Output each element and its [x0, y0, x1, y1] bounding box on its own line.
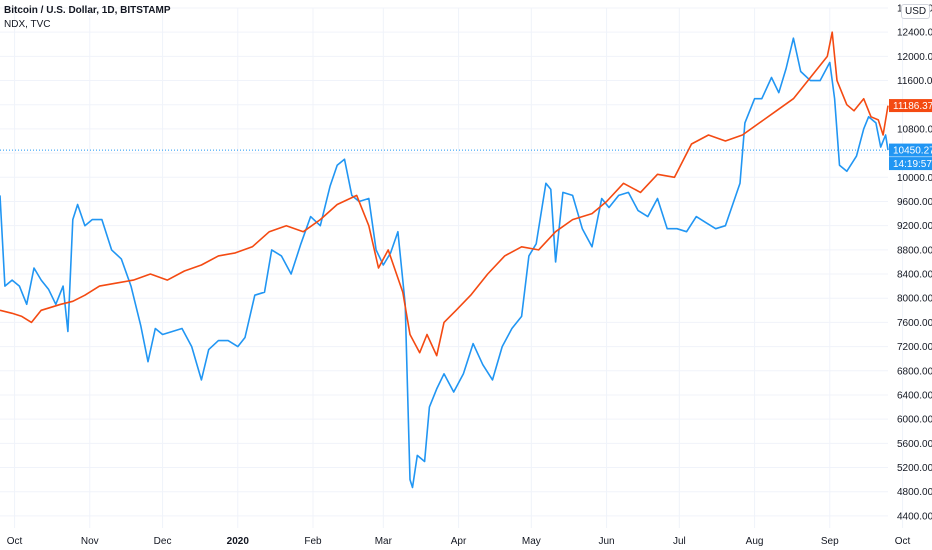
x-tick-label: Oct — [7, 536, 23, 547]
y-tick-label: 6800.00 — [897, 366, 932, 377]
y-tick-label: 12400.00 — [897, 28, 932, 39]
y-tick-label: 7200.00 — [897, 342, 932, 353]
x-tick-label: 2020 — [227, 536, 250, 547]
countdown-badge — [889, 157, 932, 171]
y-tick-label: 6000.00 — [897, 415, 932, 426]
x-tick-label: Apr — [451, 536, 467, 547]
y-tick-label: 8400.00 — [897, 270, 932, 281]
legend-title[interactable]: Bitcoin / U.S. Dollar, 1D, BITSTAMP — [4, 5, 171, 16]
x-tick-label: Nov — [81, 536, 99, 547]
x-tick-label: Jun — [598, 536, 614, 547]
chart-legend: Bitcoin / U.S. Dollar, 1D, BITSTAMP NDX,… — [4, 4, 171, 32]
y-tick-label: 7600.00 — [897, 318, 932, 329]
legend-compare-symbol[interactable]: NDX, TVC — [4, 19, 51, 30]
y-tick-label: 10000.00 — [897, 173, 932, 184]
y-tick-label: 4800.00 — [897, 487, 932, 498]
y-tick-label: 9600.00 — [897, 197, 932, 208]
price-badges: 11186.37 10450.27 14:19:57 — [889, 99, 932, 171]
series-line-ndx — [0, 31, 889, 357]
x-tick-label: Oct — [895, 536, 911, 547]
series-line-btc — [0, 37, 889, 489]
y-tick-label: 11600.00 — [897, 76, 932, 87]
y-tick-label: 9200.00 — [897, 221, 932, 232]
y-tick-label: 12000.00 — [897, 52, 932, 63]
x-tick-label: Aug — [746, 536, 764, 547]
x-tick-label: Jul — [673, 536, 686, 547]
x-tick-label: May — [522, 536, 541, 547]
x-tick-label: Dec — [154, 536, 172, 547]
ndx-last-price-badge — [889, 99, 932, 113]
x-axis[interactable]: Oct Nov Dec 2020 Feb Mar Apr May Jun Jul Aug Sep Oct — [7, 536, 911, 547]
btc-last-price-badge — [889, 143, 932, 157]
x-tick-label: Sep — [821, 536, 839, 547]
btc-last-price-label: 10450.27 — [893, 146, 932, 157]
y-tick-label: 6400.00 — [897, 390, 932, 401]
x-tick-label: Mar — [375, 536, 393, 547]
grid-lines — [0, 7, 904, 528]
y-tick-label: 8000.00 — [897, 294, 932, 305]
x-tick-label: Feb — [304, 536, 322, 547]
currency-button[interactable]: USD — [901, 4, 931, 19]
y-tick-label: 5200.00 — [897, 463, 932, 474]
y-tick-label: 5600.00 — [897, 439, 932, 450]
y-tick-label: 4400.00 — [897, 511, 932, 522]
series-layer — [0, 31, 889, 489]
y-tick-label: 8800.00 — [897, 245, 932, 256]
ndx-last-price-label: 11186.37 — [893, 101, 932, 112]
y-tick-label: 10800.00 — [897, 124, 932, 135]
countdown-label: 14:19:57 — [893, 159, 932, 170]
